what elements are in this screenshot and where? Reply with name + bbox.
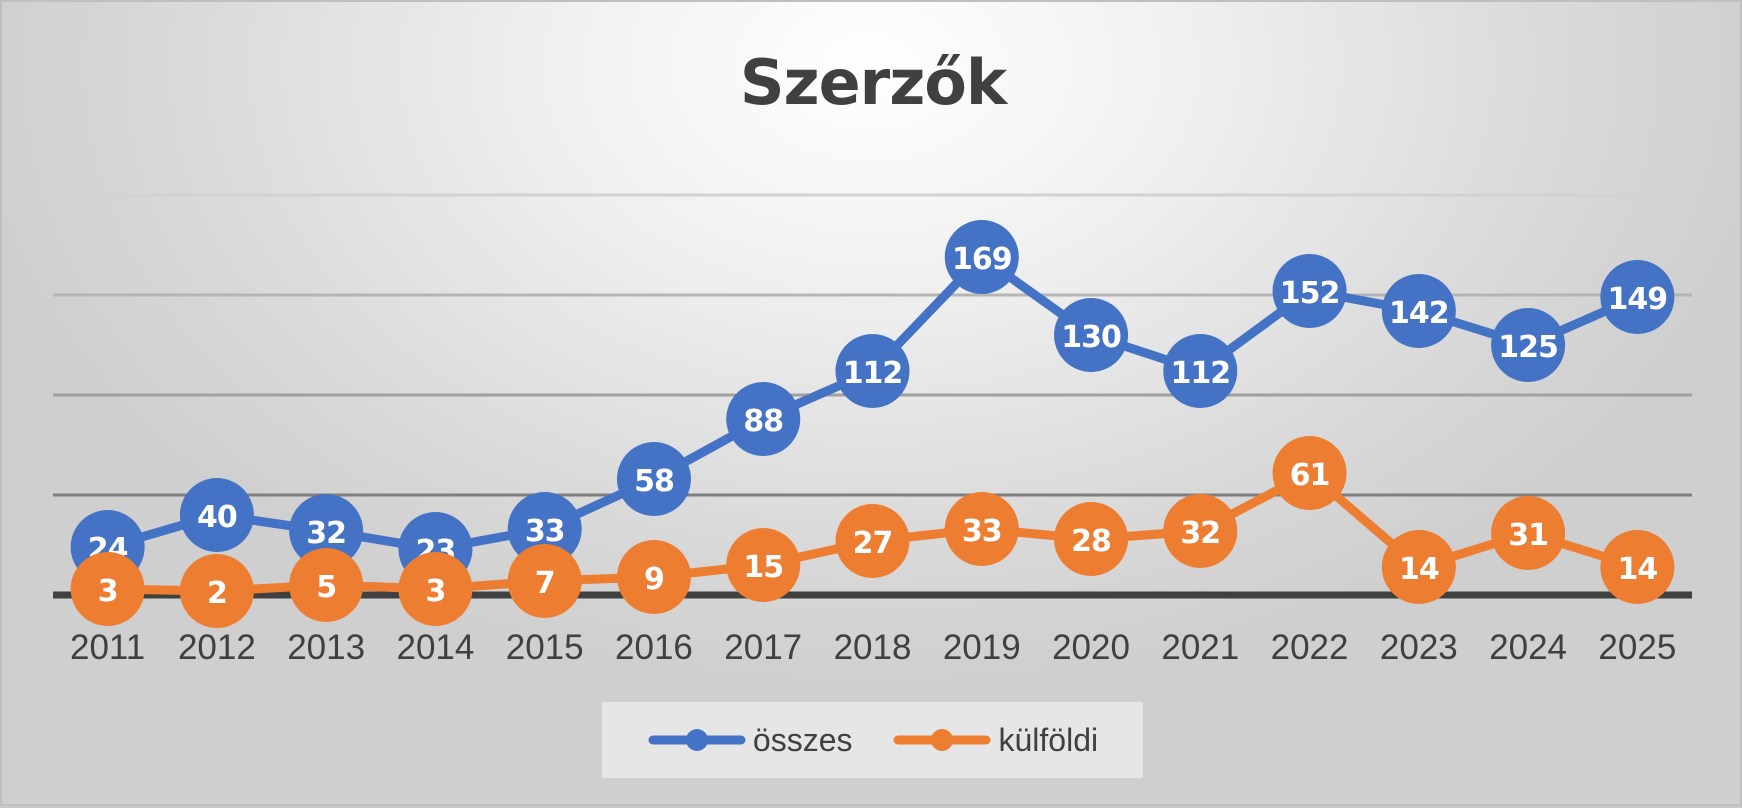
data-label: 32 bbox=[1180, 516, 1220, 551]
x-tick-label: 2014 bbox=[396, 628, 474, 667]
data-point-marker[interactable] bbox=[289, 494, 364, 568]
legend-label: külföldi bbox=[998, 721, 1099, 758]
data-label: 112 bbox=[843, 356, 903, 391]
legend-item-osszes: összes bbox=[647, 721, 853, 759]
data-label: 14 bbox=[1399, 552, 1439, 587]
data-label: 14 bbox=[1617, 552, 1657, 587]
data-label: 15 bbox=[743, 550, 783, 585]
data-label: 3 bbox=[98, 574, 118, 609]
data-point-marker[interactable] bbox=[179, 554, 254, 628]
data-label: 152 bbox=[1280, 276, 1340, 311]
data-point-marker[interactable] bbox=[1600, 260, 1675, 334]
data-point-marker[interactable] bbox=[1381, 530, 1456, 604]
data-point-marker[interactable] bbox=[616, 442, 691, 516]
data-point-marker[interactable] bbox=[835, 334, 910, 408]
legend-line-marker-icon bbox=[893, 729, 991, 751]
x-tick-label: 2012 bbox=[178, 628, 256, 667]
data-point-marker[interactable] bbox=[726, 382, 801, 456]
x-tick-label: 2022 bbox=[1271, 628, 1349, 667]
data-point-marker[interactable] bbox=[1491, 496, 1566, 570]
data-point-marker[interactable] bbox=[835, 504, 910, 578]
x-tick-label: 2018 bbox=[834, 628, 912, 667]
x-tick-label: 2024 bbox=[1489, 628, 1567, 667]
data-label: 125 bbox=[1498, 330, 1558, 365]
data-point-marker[interactable] bbox=[507, 544, 582, 618]
data-label: 32 bbox=[306, 516, 346, 551]
data-point-marker[interactable] bbox=[944, 220, 1019, 294]
data-label: 2 bbox=[207, 576, 227, 611]
data-point-marker[interactable] bbox=[1054, 502, 1129, 576]
data-point-marker[interactable] bbox=[944, 492, 1019, 566]
legend-line-marker-icon bbox=[648, 729, 746, 751]
data-point-marker[interactable] bbox=[1600, 530, 1675, 604]
data-label: 33 bbox=[525, 514, 565, 549]
data-point-marker[interactable] bbox=[1381, 274, 1456, 348]
data-label: 112 bbox=[1170, 356, 1230, 391]
data-point-marker[interactable] bbox=[289, 548, 364, 622]
x-tick-label: 2025 bbox=[1598, 628, 1676, 667]
x-tick-label: 2015 bbox=[506, 628, 584, 667]
data-label: 9 bbox=[644, 562, 664, 597]
data-label: 40 bbox=[197, 500, 237, 535]
data-point-marker[interactable] bbox=[1163, 334, 1238, 408]
data-point-marker[interactable] bbox=[1491, 308, 1566, 382]
data-label: 3 bbox=[425, 574, 445, 609]
x-tick-label: 2021 bbox=[1161, 628, 1239, 667]
data-label: 58 bbox=[634, 464, 674, 499]
data-label: 142 bbox=[1389, 296, 1449, 331]
data-point-marker[interactable] bbox=[179, 478, 254, 552]
data-label: 88 bbox=[743, 404, 783, 439]
data-point-marker[interactable] bbox=[398, 552, 473, 626]
data-label: 28 bbox=[1071, 524, 1111, 559]
data-point-marker[interactable] bbox=[507, 492, 582, 566]
data-label: 7 bbox=[535, 566, 555, 601]
data-point-marker[interactable] bbox=[1272, 436, 1347, 510]
data-label: 169 bbox=[952, 242, 1012, 277]
data-label: 61 bbox=[1290, 458, 1330, 493]
x-tick-label: 2020 bbox=[1052, 628, 1130, 667]
x-tick-label: 2023 bbox=[1380, 628, 1458, 667]
legend: összes külföldi bbox=[602, 702, 1143, 778]
x-tick-label: 2017 bbox=[724, 628, 802, 667]
x-tick-label: 2011 bbox=[70, 628, 145, 667]
data-point-marker[interactable] bbox=[1054, 298, 1129, 372]
data-point-marker[interactable] bbox=[1272, 254, 1347, 328]
data-point-marker[interactable] bbox=[726, 528, 801, 602]
data-point-marker[interactable] bbox=[70, 552, 145, 626]
x-axis: 2011 2012 2013 2014 2015 2016 2017 2018 2019 2020… bbox=[70, 628, 1676, 667]
data-label: 27 bbox=[853, 526, 893, 561]
data-label: 33 bbox=[962, 514, 1002, 549]
data-label: 31 bbox=[1508, 518, 1548, 553]
data-point-marker[interactable] bbox=[1163, 494, 1238, 568]
x-tick-label: 2013 bbox=[287, 628, 365, 667]
legend-item-kulfoldi: külföldi bbox=[892, 722, 1098, 759]
data-label: 149 bbox=[1608, 282, 1668, 317]
data-label: 130 bbox=[1061, 320, 1121, 355]
data-point-marker[interactable] bbox=[616, 540, 691, 614]
chart-title: Szerzők bbox=[739, 46, 1007, 119]
x-tick-label: 2016 bbox=[615, 628, 693, 667]
legend-label: összes bbox=[752, 721, 853, 758]
x-tick-label: 2019 bbox=[943, 628, 1021, 667]
data-label: 5 bbox=[316, 570, 336, 605]
